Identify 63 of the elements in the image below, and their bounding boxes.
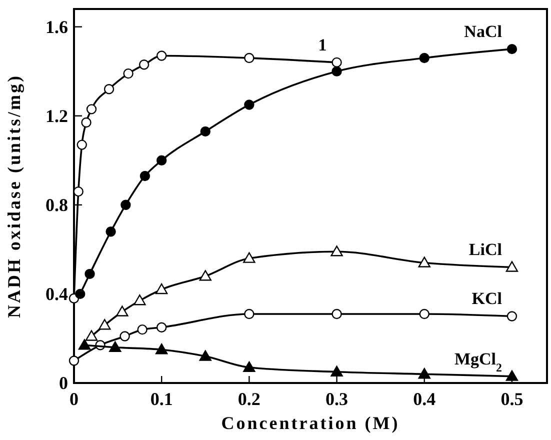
- point: [116, 306, 128, 316]
- y-axis-title: NADH oxidase (units/mg): [4, 74, 24, 318]
- point: [332, 57, 342, 68]
- point: [123, 68, 134, 79]
- point: [84, 268, 95, 280]
- x-axis-title: Concentration (M): [221, 413, 400, 433]
- point: [134, 294, 146, 306]
- point: [419, 52, 430, 64]
- series-label: MgCl$_{2}$: [454, 349, 502, 374]
- series-label: 1: [318, 35, 327, 54]
- point: [155, 283, 168, 294]
- point: [106, 226, 116, 237]
- point: [104, 84, 114, 94]
- point: [78, 339, 91, 350]
- x-tick-label: 0.5: [500, 389, 524, 409]
- point: [199, 270, 212, 281]
- point: [155, 344, 168, 354]
- point: [98, 319, 111, 330]
- point: [140, 170, 150, 182]
- x-tick-label: 0.1: [150, 389, 173, 409]
- point: [330, 246, 343, 256]
- y-tick-label: 0: [59, 373, 68, 393]
- point: [419, 308, 430, 320]
- point: [244, 308, 254, 320]
- y-tick-label: 0.8: [46, 194, 68, 215]
- point: [418, 368, 430, 379]
- point: [243, 252, 256, 263]
- point: [243, 361, 256, 372]
- point: [81, 117, 92, 128]
- point: [506, 44, 518, 54]
- x-tick-label: 0.4: [413, 389, 436, 409]
- point: [332, 308, 342, 320]
- point: [156, 155, 167, 166]
- point: [85, 330, 98, 341]
- point: [120, 200, 131, 210]
- point: [156, 50, 167, 61]
- point: [68, 356, 80, 366]
- series-label: KCl: [472, 289, 502, 308]
- point: [137, 324, 148, 335]
- point: [86, 104, 97, 114]
- series-label: NaCl: [464, 22, 502, 42]
- x-tick-label: 0.3: [326, 389, 348, 409]
- point: [506, 261, 518, 272]
- series-label: LiCl: [468, 240, 502, 260]
- y-tick-label: 1.2: [46, 106, 68, 126]
- point: [200, 126, 210, 137]
- point: [244, 52, 254, 64]
- point: [75, 288, 86, 300]
- y-tick-label: 0.4: [46, 284, 68, 304]
- point: [109, 341, 122, 352]
- point: [199, 350, 212, 361]
- point: [156, 322, 167, 332]
- x-tick-label: 0.2: [238, 389, 260, 409]
- point: [418, 256, 430, 268]
- point: [76, 140, 87, 150]
- point: [244, 100, 254, 110]
- point: [506, 311, 518, 322]
- point: [138, 60, 150, 70]
- point: [73, 186, 84, 197]
- point: [332, 66, 342, 76]
- point: [330, 366, 343, 376]
- y-tick-label: 1.6: [46, 16, 68, 37]
- point: [120, 331, 130, 342]
